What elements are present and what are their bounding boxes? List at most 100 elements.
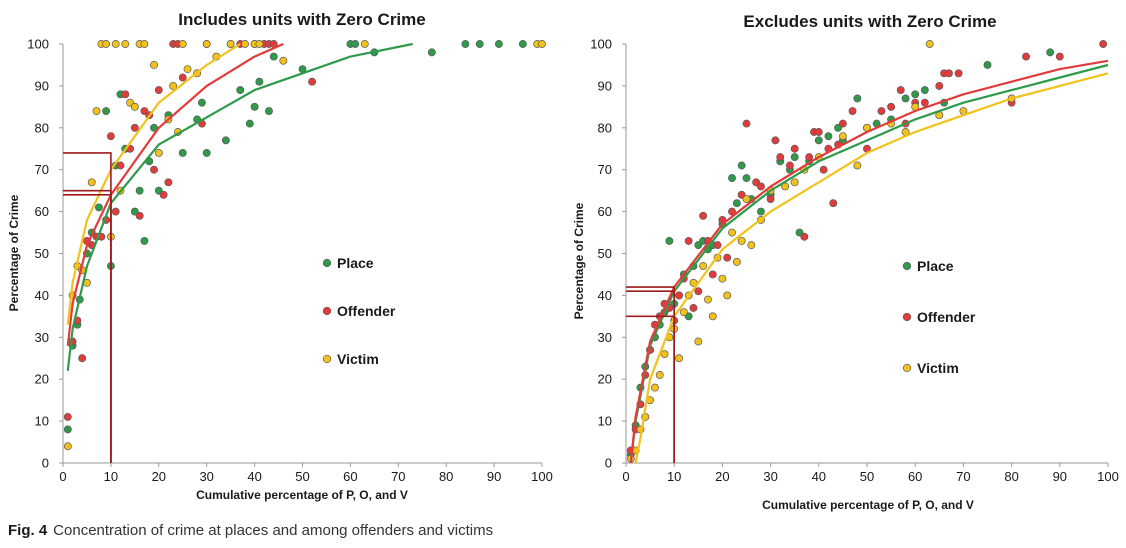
chart2-offender-point [776,153,785,162]
chart2-place-point [728,174,736,183]
chart1-y-tick-label: 60 [35,204,49,219]
chart1-place-point [427,48,436,57]
chart2-place-point [901,94,910,103]
chart2-place-point [742,174,751,183]
chart2-offender-point [757,182,765,191]
chart1-offender-point [135,211,144,220]
chart2-y-tick-label: 50 [598,246,612,261]
chart1-victim-point [255,40,264,48]
chart2-legend-offender-marker [902,312,912,322]
chart2-legend-offender-label: Offender [917,309,976,325]
chart1-place-point [140,236,149,245]
chart2-x-axis-label: Cumulative percentage of P, O, and V [762,498,974,512]
chart2-offender-point [675,291,683,300]
chart2-x-tick-label: 80 [1004,469,1018,484]
chart1-offender-point [78,354,87,363]
chart2-offender-trendline [629,59,1109,464]
chart2-offender-point [838,119,847,128]
chart2-offender-point [694,287,703,296]
chart2-legend-place-marker [902,261,912,271]
chart2-offender-point [896,86,905,95]
chart2-offender-point [713,241,722,250]
chart1-victim-point [154,148,163,157]
chart1-legend-offender-label: Offender [337,303,396,319]
chart1-legend-victim-label: Victim [337,351,379,367]
chart1-place-point [197,98,206,107]
chart2-offender-point [819,165,828,174]
chart1-place-trendline [66,42,413,371]
chart2-offender-point [920,98,929,107]
chart2-offender-point [887,102,896,111]
chart2-offender-point [800,232,809,241]
chart1-place-point [102,107,111,115]
figure-caption-label: Fig. 4 [8,522,48,539]
chart2-reference-line [626,315,675,463]
chart1-victim-point [202,40,211,48]
chart1-y-tick-label: 100 [27,37,49,52]
chart2-victim-point [675,354,683,363]
chart2-victim-point [708,312,717,321]
chart1-x-tick-label: 30 [199,469,213,484]
chart2-y-tick-label: 30 [598,330,612,345]
chart2-x-tick-label: 20 [715,469,729,484]
chart2-victim-point [650,383,659,392]
chart1-place-point [236,86,245,95]
chart2-victim-point [853,161,862,170]
chart2-legend-place-label: Place [917,258,954,274]
chart2-y-tick-label: 100 [590,37,612,52]
chart2-offender-point [829,199,838,208]
chart2-victim-point [694,337,703,346]
chart2-victim-point [838,132,847,141]
chart2-offender-point [689,304,698,312]
chart2-x-tick-label: 70 [956,469,970,484]
chart1-offender-point [308,77,317,86]
chart2-y-tick-label: 70 [598,162,612,177]
charts-svg: Includes units with Zero Crime 0 10 20 30 40 5… [7,10,1119,512]
chart1-x-tick-label: 10 [104,469,118,484]
chart1-offender-point [63,412,72,421]
chart2-offender-point [1099,40,1108,48]
chart2-offender-point [814,128,823,136]
chart2-victim-point [723,291,732,300]
chart2-offender-point [1055,52,1064,61]
chart2-offender-point [1022,52,1031,61]
chart1-offender-point [121,90,130,99]
chart1-x-tick-label: 100 [531,469,553,484]
chart1-offender-point [159,190,168,199]
chart2-y-tick-label: 10 [598,414,612,429]
chart2-offender-point [785,161,794,170]
chart1-victim-point [279,56,288,65]
chart1-offender-point [111,207,120,216]
chart2-place-point [757,207,765,216]
chart1-x-tick-label: 90 [487,469,501,484]
chart2-y-tick-label: 90 [598,78,612,93]
chart2-offender-point [699,211,708,220]
chart1-x-tick-label: 20 [152,469,166,484]
chart1-victim-point [169,81,178,90]
chart1-legend-offender-marker [322,306,332,316]
chart1-victim-point [87,178,96,187]
chart2-offender-point [805,153,814,162]
chart2-y-tick-label: 60 [598,204,612,219]
chart2-place-point [814,136,823,145]
chart1-reference-line [63,194,112,463]
chart1-place-point [461,40,470,48]
chart1-place-point [269,52,278,61]
chart1-place-point [135,186,144,195]
chart1-y-axis-label: Percentage of Crime [7,194,21,311]
chart2-x-tick-label: 50 [860,469,874,484]
chart1-y-tick-label: 20 [35,372,49,387]
chart1-y-tick-label: 40 [35,288,49,303]
chart1-x-tick-label: 0 [59,469,66,484]
chart1-offender-point [130,123,139,132]
chart1-y-tick-label: 0 [42,456,49,471]
chart2-victim-point [742,195,751,203]
chart2-victim-point [737,236,746,245]
chart2-place-point [911,90,920,99]
chart1-victim-point [92,107,101,115]
chart2-offender-point [742,119,751,128]
chart1-victim-point [360,40,369,48]
chart2-y-tick-label: 20 [598,372,612,387]
chart1-victim-point [140,40,149,48]
chart1-y-tick-label: 30 [35,330,49,345]
